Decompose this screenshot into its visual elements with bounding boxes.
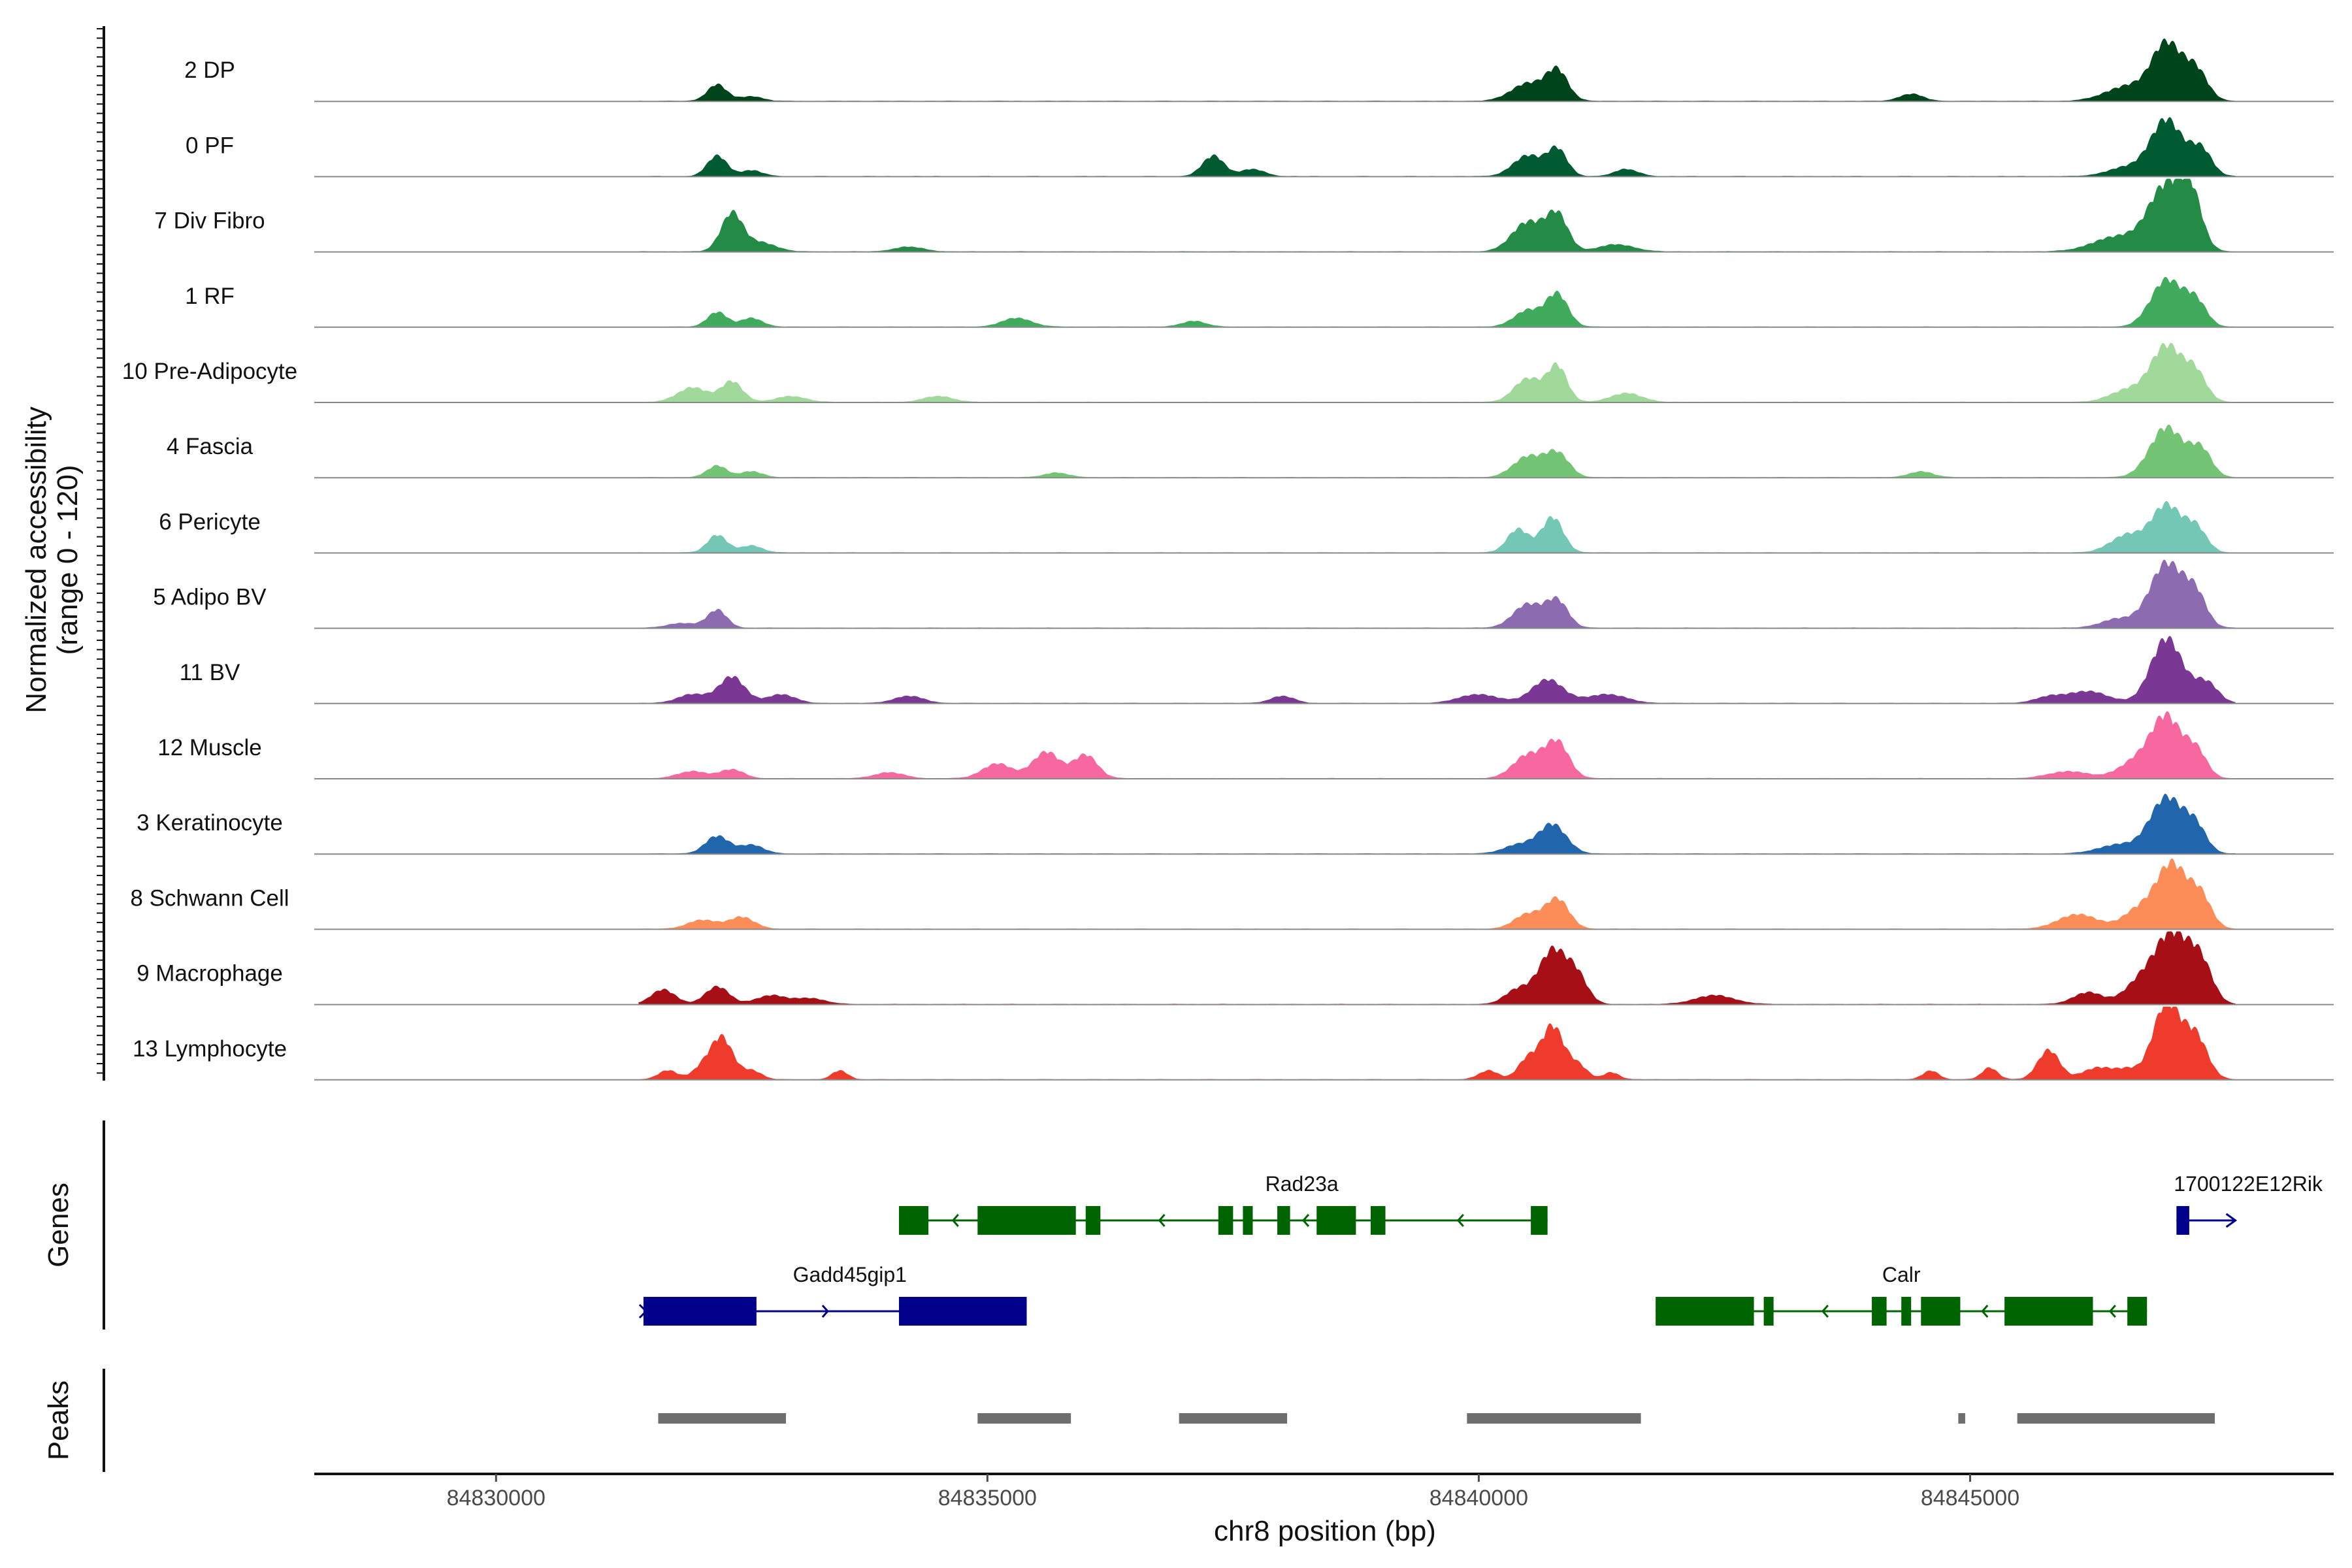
- x-tick-label: 84840000: [1429, 1486, 1528, 1511]
- x-tick-label: 84845000: [1921, 1486, 2019, 1511]
- track-label: 13 Lymphocyte: [133, 1036, 287, 1062]
- x-tick-label: 84830000: [447, 1486, 546, 1511]
- strand-arrow: [951, 1214, 959, 1227]
- exon: [2176, 1206, 2189, 1235]
- peak-track: [658, 1413, 2215, 1424]
- exon: [1370, 1206, 1386, 1235]
- gene-label: Calr: [1882, 1263, 1921, 1286]
- track-4-fascia: 4 Fascia: [167, 424, 2334, 479]
- track-label: 8 Schwann Cell: [130, 885, 289, 911]
- exon: [898, 1206, 929, 1235]
- gene-calr: Calr: [1656, 1263, 2148, 1326]
- track-label: 4 Fascia: [167, 434, 253, 459]
- exon: [1316, 1206, 1356, 1235]
- gene-label: Gadd45gip1: [793, 1263, 907, 1286]
- track-label: 6 Pericyte: [159, 509, 261, 534]
- track-label: 9 Macrophage: [137, 961, 283, 987]
- y-axis: [97, 26, 105, 1081]
- x-axis-title: chr8 position (bp): [1214, 1515, 1436, 1547]
- track-label: 0 PF: [186, 133, 234, 158]
- exon: [1872, 1297, 1887, 1326]
- coverage-area: [638, 117, 2236, 177]
- exon: [977, 1206, 1076, 1235]
- coverage-area: [638, 1006, 2236, 1080]
- exon: [898, 1297, 1027, 1326]
- track-7-div-fibro: 7 Div Fibro: [154, 178, 2334, 253]
- track-2-dp: 2 DP: [184, 38, 2334, 103]
- peaks-panel-label: Peaks: [42, 1380, 74, 1460]
- track-label: 10 Pre-Adipocyte: [122, 359, 297, 384]
- exon: [2127, 1297, 2148, 1326]
- strand-arrow: [1981, 1305, 1989, 1318]
- strand-arrow: [1821, 1305, 1829, 1318]
- coverage-area: [638, 178, 2236, 252]
- x-tick-label: 84835000: [938, 1486, 1037, 1511]
- exon: [1085, 1206, 1101, 1235]
- exon: [1763, 1297, 1774, 1326]
- coverage-area: [638, 424, 2236, 478]
- strand-arrow: [2225, 1213, 2238, 1228]
- x-axis: 84830000 84835000 84840000 84845000: [447, 1474, 2019, 1511]
- strand-arrow: [821, 1305, 829, 1318]
- exon: [1656, 1297, 1754, 1326]
- track-8-schwann-cell: 8 Schwann Cell: [130, 858, 2334, 930]
- peak-region: [1467, 1413, 1641, 1424]
- track-12-muscle: 12 Muscle: [157, 711, 2334, 779]
- track-label: 5 Adipo BV: [153, 585, 267, 610]
- track-label: 7 Div Fibro: [154, 208, 265, 234]
- track-label: 3 Keratinocyte: [137, 810, 283, 836]
- gene-label: Rad23a: [1266, 1172, 1339, 1196]
- track-1-rf: 1 RF: [185, 276, 2334, 328]
- coverage-area: [638, 711, 2236, 779]
- y-axis-subtitle: (range 0 - 120): [52, 465, 84, 655]
- peak-region: [2017, 1413, 2215, 1424]
- track-label: 11 BV: [180, 660, 240, 685]
- exon: [1243, 1206, 1253, 1235]
- coverage-area: [638, 636, 2236, 704]
- strand-arrow: [1301, 1214, 1310, 1227]
- track-0-pf: 0 PF: [186, 117, 2334, 178]
- track-10-pre-adipocyte: 10 Pre-Adipocyte: [122, 342, 2334, 403]
- track-label: 2 DP: [184, 57, 235, 83]
- genes-panel-label: Genes: [42, 1183, 74, 1267]
- coverage-area: [638, 276, 2236, 327]
- gene-gadd45gip1: Gadd45gip1: [638, 1263, 1027, 1326]
- track-label: 12 Muscle: [157, 735, 262, 760]
- track-label: 1 RF: [185, 284, 235, 309]
- coverage-area: [638, 500, 2236, 553]
- track-5-adipo-bv: 5 Adipo BV: [153, 559, 2334, 629]
- gene-1700122e12rik: 1700122E12Rik: [2174, 1172, 2323, 1235]
- coverage-area: [638, 931, 2236, 1005]
- coverage-area: [638, 858, 2236, 930]
- exon: [1921, 1297, 1961, 1326]
- peak-region: [1958, 1413, 1965, 1424]
- strand-arrow: [1158, 1214, 1166, 1227]
- exon: [1277, 1206, 1290, 1235]
- peak-region: [1179, 1413, 1288, 1424]
- track-6-pericyte: 6 Pericyte: [159, 500, 2334, 554]
- track-11-bv: 11 BV: [180, 636, 2334, 704]
- exon: [1531, 1206, 1548, 1235]
- strand-arrow: [2108, 1305, 2116, 1318]
- accessibility-tracks: 2 DP 0 PF 7 Div Fibro 1 RF 10 Pre-Adipocyte 4…: [122, 38, 2334, 1081]
- coverage-area: [638, 38, 2236, 102]
- peak-region: [977, 1413, 1071, 1424]
- gene-rad23a: Rad23a: [898, 1172, 1548, 1235]
- exon: [1218, 1206, 1233, 1235]
- track-13-lymphocyte: 13 Lymphocyte: [133, 1006, 2334, 1081]
- coverage-area: [638, 559, 2236, 629]
- exon: [643, 1297, 757, 1326]
- gene-label: 1700122E12Rik: [2174, 1172, 2323, 1196]
- exon: [1901, 1297, 1912, 1326]
- gene-annotation-track: Rad23a 1700122E12Rik Gadd45gip1 Calr: [638, 1172, 2323, 1326]
- strand-arrow: [1456, 1214, 1464, 1227]
- peak-region: [658, 1413, 786, 1424]
- coverage-area: [638, 342, 2236, 402]
- exon: [2004, 1297, 2093, 1326]
- coverage-area: [638, 793, 2236, 855]
- track-3-keratinocyte: 3 Keratinocyte: [137, 793, 2334, 855]
- track-9-macrophage: 9 Macrophage: [137, 931, 2334, 1005]
- y-axis-title: Normalized accessibility: [20, 406, 52, 713]
